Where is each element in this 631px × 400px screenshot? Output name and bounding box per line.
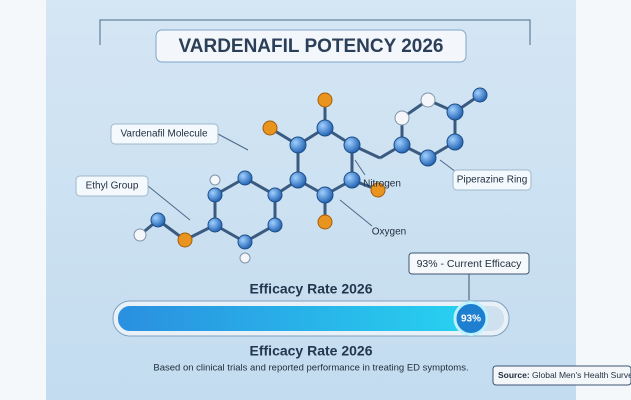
label-box <box>75 175 149 197</box>
label: Ethyl Group <box>86 181 139 192</box>
progress-group: 93% <box>118 301 489 336</box>
callout: 93% - Current Efficacy <box>417 258 523 270</box>
source: Source: Global Men's Health Survey <box>498 370 631 380</box>
label: Nitrogen <box>363 179 401 190</box>
molecule <box>133 87 488 264</box>
progress-heading: Efficacy Rate 2026 <box>250 281 373 297</box>
progress-subheading: Efficacy Rate 2026 <box>250 343 373 359</box>
leader <box>217 133 249 151</box>
progress-fill <box>118 306 477 331</box>
label: Piperazine Ring <box>457 175 528 186</box>
source-text: Global Men's Health Survey <box>532 370 631 380</box>
progress-value: 93% <box>461 314 481 325</box>
title: VARDENAFIL POTENCY 2026 <box>178 36 443 57</box>
progress-knob <box>453 301 489 336</box>
title-box <box>155 29 467 63</box>
leader <box>339 199 373 227</box>
label-box <box>110 123 219 145</box>
source-label: Source: <box>498 370 530 380</box>
footnote: Based on clinical trials and reported pe… <box>153 363 468 374</box>
title-frame <box>99 19 531 45</box>
leader <box>354 159 366 176</box>
label-box <box>452 169 532 191</box>
source-box <box>492 365 631 386</box>
label: Vardenafil Molecule <box>120 129 208 140</box>
leader <box>147 185 191 221</box>
label: Oxygen <box>372 227 406 238</box>
